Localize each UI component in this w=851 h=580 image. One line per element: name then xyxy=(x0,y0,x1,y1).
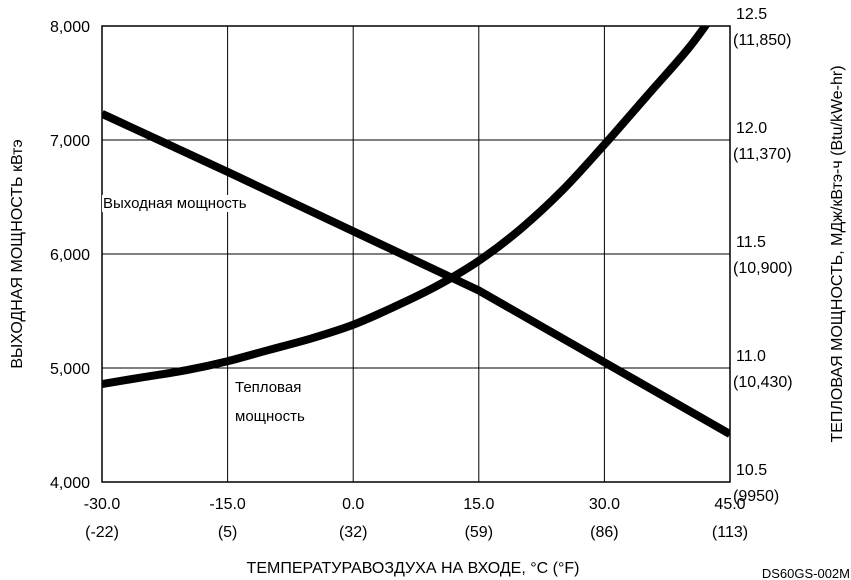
x-tick-sublabel: (113) xyxy=(712,524,748,541)
y-right-tick-sublabel: (11,850) xyxy=(733,32,791,49)
x-tick-label: 0.0 xyxy=(342,496,364,513)
y-right-tick-sublabel: (11,370) xyxy=(733,146,791,163)
y-right-tick-sublabel: (10,900) xyxy=(733,260,793,277)
x-tick-sublabel: (-22) xyxy=(85,524,119,541)
y-right-tick-sublabel: (10,430) xyxy=(733,374,793,391)
x-tick-sublabel: (86) xyxy=(590,524,618,541)
x-tick-label: -15.0 xyxy=(209,496,246,513)
x-tick-label: -30.0 xyxy=(84,496,121,513)
y-axis-right-label: ТЕПЛОВАЯ МОЩНОСТЬ, МДж/кВтэ-ч (Btu/kWe-h… xyxy=(829,65,846,442)
x-axis-ticks: -30.0 (-22) -15.0 (5) 0.0 (32) 15.0 (59) 30.0 (86… xyxy=(84,496,748,541)
x-tick-label: 15.0 xyxy=(463,496,494,513)
plot-frame xyxy=(101,25,731,483)
annotation-heat-rate-line1: Тепловая xyxy=(235,379,301,396)
x-axis-label: ТЕМПЕРАТУРАВОЗДУХА НА ВХОДЕ, °C (°F) xyxy=(247,560,580,577)
annotation-background xyxy=(102,195,248,212)
y-tick-label: 6,000 xyxy=(50,247,90,264)
y-tick-label: 8,000 xyxy=(50,19,90,36)
y-axis-right-ticks: 10.5 (9950) 11.0 (10,430) 11.5 (10,900) 12.0 (1… xyxy=(733,6,793,505)
series-line-output-power xyxy=(102,110,730,438)
y-tick-label: 5,000 xyxy=(50,361,90,378)
y-right-tick-label: 12.5 xyxy=(736,6,767,23)
grid xyxy=(102,26,730,482)
y-tick-label: 4,000 xyxy=(50,475,90,492)
x-tick-label: 30.0 xyxy=(589,496,620,513)
y-right-tick-sublabel: (9950) xyxy=(733,488,779,505)
annotation-heat-rate-line2: мощность xyxy=(235,408,305,425)
series-line-heat-rate xyxy=(102,26,711,388)
y-tick-label: 7,000 xyxy=(50,133,90,150)
footnote: DS60GS-002M xyxy=(762,566,850,580)
y-right-tick-label: 10.5 xyxy=(736,462,767,479)
x-tick-label: 45.0 xyxy=(714,496,745,513)
x-tick-sublabel: (59) xyxy=(465,524,493,541)
y-right-tick-label: 12.0 xyxy=(736,120,767,137)
x-tick-sublabel: (5) xyxy=(218,524,238,541)
annotation-background xyxy=(234,408,306,425)
y-right-tick-label: 11.0 xyxy=(736,348,766,365)
annotation-background xyxy=(234,379,303,396)
y-axis-left-label: ВЫХОДНАЯ МОЩНОСТЬ кВтэ xyxy=(9,139,26,368)
annotation-output-power: Выходная мощность xyxy=(103,195,247,212)
x-tick-sublabel: (32) xyxy=(339,524,367,541)
y-axis-left-ticks: 4,000 5,000 6,000 7,000 8,000 xyxy=(50,19,90,492)
y-right-tick-label: 11.5 xyxy=(736,234,766,251)
